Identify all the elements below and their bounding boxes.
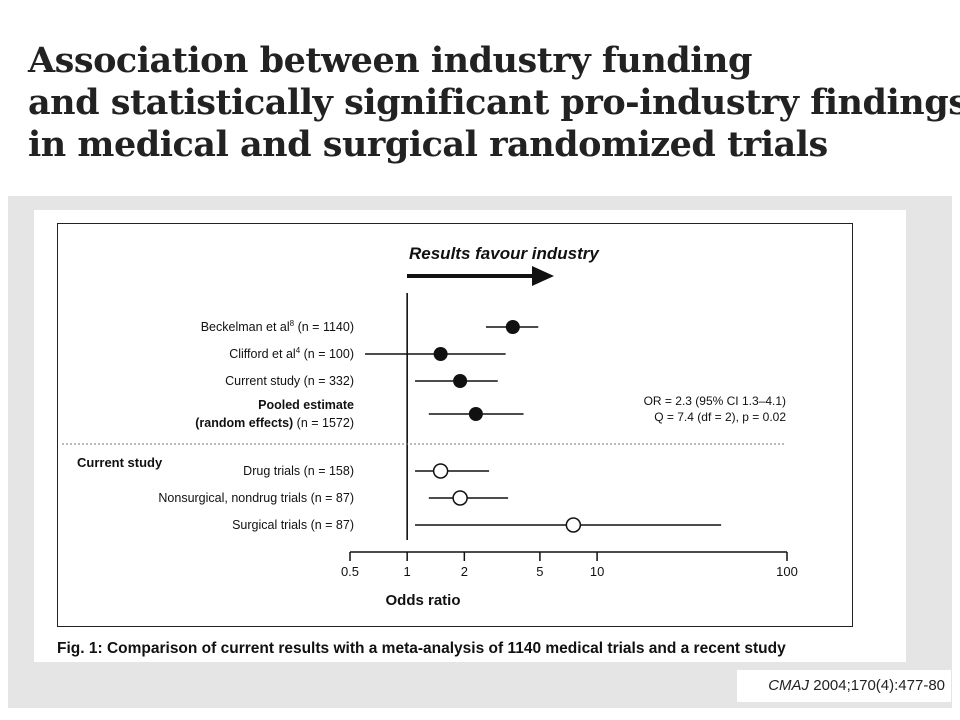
row-label: Nonsurgical, nondrug trials (n = 87) (158, 491, 354, 505)
citation-journal: CMAJ (768, 677, 810, 694)
x-tick-label: 2 (461, 564, 468, 579)
point-estimate-open (432, 463, 449, 479)
row-label: Surgical trials (n = 87) (232, 518, 354, 532)
x-tick-label: 5 (536, 564, 543, 579)
point-estimate-filled (453, 374, 468, 388)
x-tick-label: 100 (776, 564, 798, 579)
results-favour-header: Results favour industry (409, 244, 600, 263)
favour-arrow-head (532, 266, 554, 286)
row-label: Beckelman et al8 (n = 1140) (201, 319, 354, 334)
x-axis-label: Odds ratio (385, 592, 460, 609)
figure-caption: Fig. 1: Comparison of current results wi… (57, 640, 786, 657)
title-line-3: in medical and surgical randomized trial… (28, 124, 828, 165)
title-line-2: and statistically significant pro-indust… (28, 82, 960, 123)
row-label: Current study (n = 332) (225, 374, 354, 388)
point-estimate-filled (468, 407, 483, 421)
point-estimate-open (565, 517, 582, 533)
row-label: Pooled estimate (258, 398, 354, 412)
citation: CMAJ 2004;170(4):477-80 (737, 670, 951, 702)
row-label: (random effects) (n = 1572) (195, 416, 354, 430)
title-line-1: Association between industry funding (28, 40, 752, 81)
citation-details: 2004;170(4):477-80 (809, 677, 945, 694)
x-tick-label: 1 (404, 564, 411, 579)
figure-frame (57, 223, 853, 627)
x-tick-label: 0.5 (341, 564, 359, 579)
row-label: Drug trials (n = 158) (243, 464, 354, 478)
figure-panel (34, 210, 906, 662)
x-tick-label: 10 (590, 564, 604, 579)
slide-title: Association between industry funding and… (28, 40, 960, 166)
row-label: Clifford et al4 (n = 100) (229, 346, 354, 361)
section-label: Current study (77, 455, 163, 470)
point-estimate-filled (505, 320, 520, 334)
pooled-annotation: OR = 2.3 (95% CI 1.3–4.1) (644, 394, 786, 408)
point-estimate-open (452, 490, 468, 506)
point-estimate-filled (433, 347, 448, 361)
pooled-annotation: Q = 7.4 (df = 2), p = 0.02 (654, 410, 786, 424)
